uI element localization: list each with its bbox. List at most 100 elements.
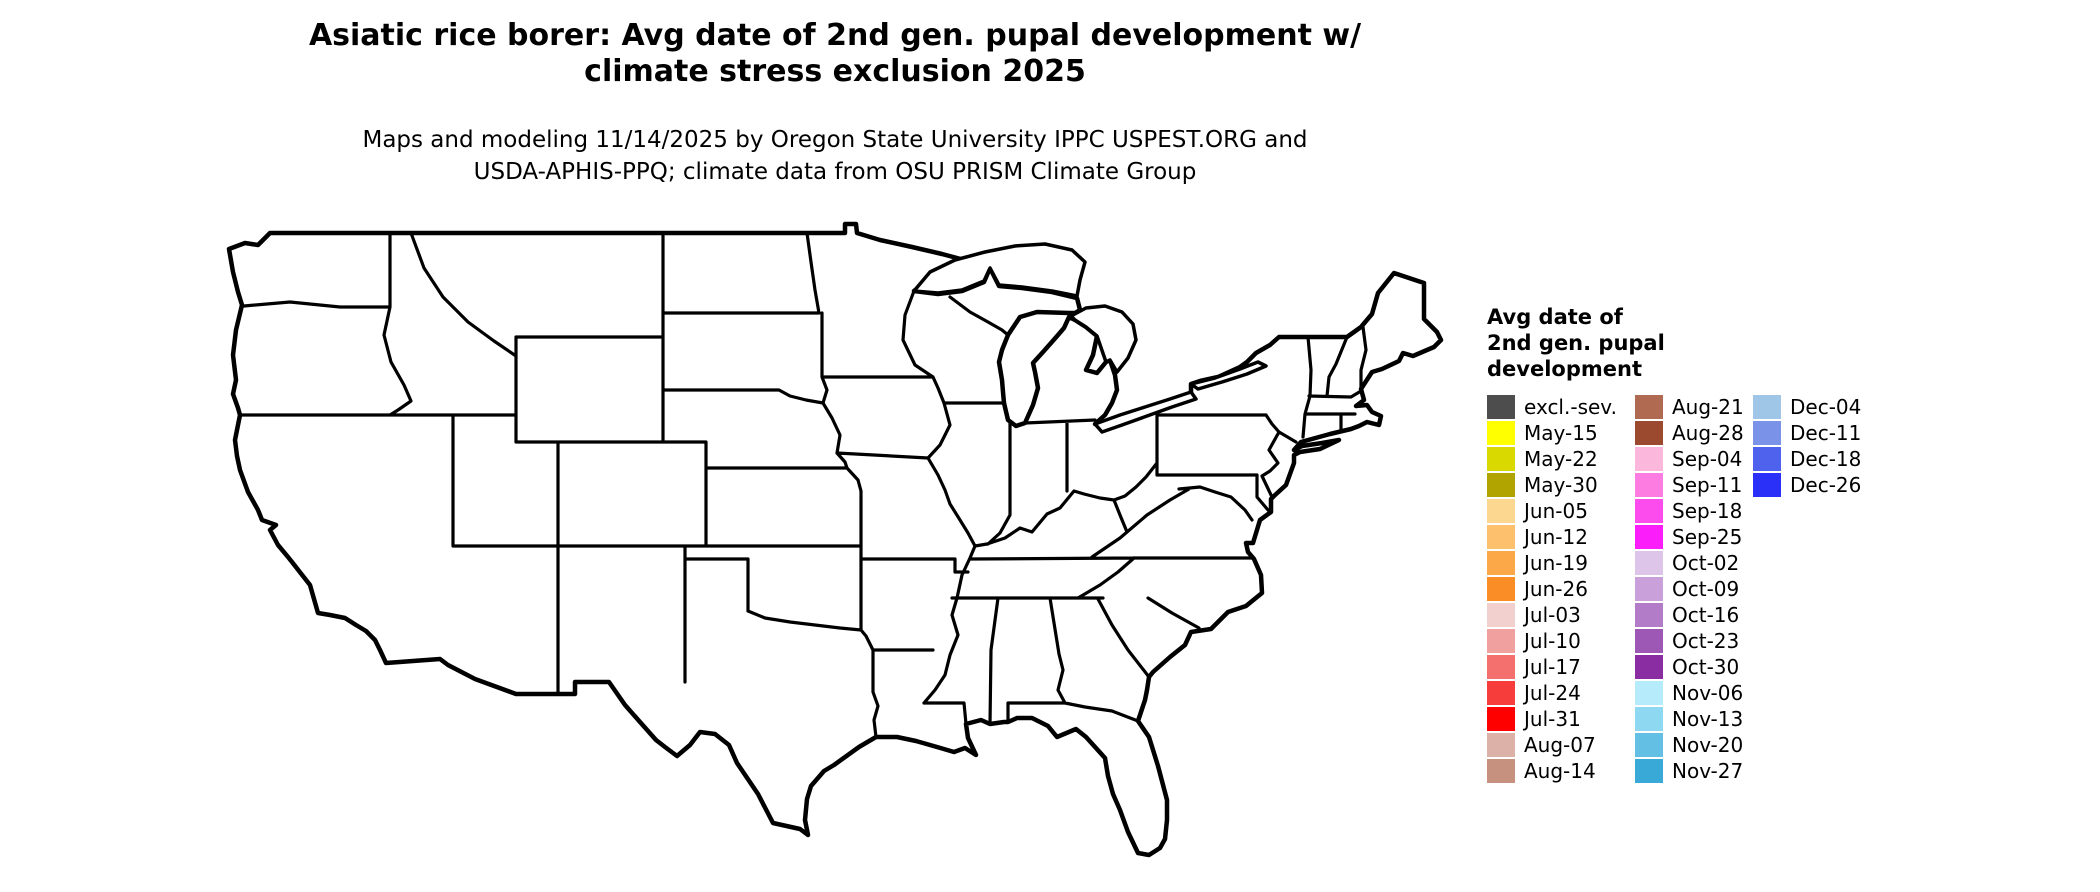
- legend-swatch-nov13: [1635, 707, 1663, 731]
- legend-title-line: development: [1487, 357, 1642, 381]
- legend-swatch-aug07: [1487, 733, 1515, 757]
- map-title: Asiatic rice borer: Avg date of 2nd gen.…: [235, 18, 1435, 90]
- legend-label-oct09: Oct-09: [1672, 577, 1740, 601]
- legend-swatch-oct30: [1635, 655, 1663, 679]
- legend-entry-jul31: Jul-31: [1487, 706, 1617, 732]
- legend-entry-oct09: Oct-09: [1635, 576, 1744, 602]
- legend-label-oct23: Oct-23: [1672, 629, 1740, 653]
- title-line-2: climate stress exclusion 2025: [584, 54, 1086, 89]
- legend-entry-may22: May-22: [1487, 446, 1617, 472]
- legend-title-line: 2nd gen. pupal: [1487, 331, 1665, 355]
- lake-huron: [1069, 304, 1138, 374]
- legend-entry-dec04: Dec-04: [1753, 394, 1861, 420]
- legend-swatch-aug14: [1487, 759, 1515, 783]
- legend-entry-nov20: Nov-20: [1635, 732, 1744, 758]
- legend-entry-dec11: Dec-11: [1753, 420, 1861, 446]
- great-lakes: [912, 242, 1268, 434]
- legend-entry-excl: excl.-sev.: [1487, 394, 1617, 420]
- legend-label-jun26: Jun-26: [1524, 577, 1588, 601]
- specks-yellow: [1118, 860, 1169, 877]
- legend-swatch-sep18: [1635, 499, 1663, 523]
- legend-swatch-sep25: [1635, 525, 1663, 549]
- legend-entry-dec26: Dec-26: [1753, 472, 1861, 498]
- legend-entry-sep25: Sep-25: [1635, 524, 1744, 550]
- legend-label-may22: May-22: [1524, 447, 1598, 471]
- legend-label-jul17: Jul-17: [1524, 655, 1581, 679]
- legend-swatch-sep04: [1635, 447, 1663, 471]
- legend-swatch-dec26: [1753, 473, 1781, 497]
- lake-ontario: [1189, 360, 1268, 391]
- legend-swatch-dec04: [1753, 395, 1781, 419]
- legend-swatch-nov27: [1635, 759, 1663, 783]
- legend-entry-aug21: Aug-21: [1635, 394, 1744, 420]
- legend-entry-oct16: Oct-16: [1635, 602, 1744, 628]
- legend-swatch-jul24: [1487, 681, 1515, 705]
- subtitle-line-2: USDA-APHIS-PPQ; climate data from OSU PR…: [473, 159, 1197, 185]
- legend-label-excl: excl.-sev.: [1524, 395, 1617, 419]
- legend-swatch-jul10: [1487, 629, 1515, 653]
- legend-swatch-dec11: [1753, 421, 1781, 445]
- legend-label-oct16: Oct-16: [1672, 603, 1740, 627]
- legend-column-2: Aug-21 Aug-28 Sep-04 Sep-11 Sep-18 Sep-25 Oct-…: [1635, 394, 1744, 784]
- legend-swatch-jul17: [1487, 655, 1515, 679]
- legend-entry-nov06: Nov-06: [1635, 680, 1744, 706]
- legend-title-line: Avg date of: [1487, 305, 1623, 329]
- legend-swatch-oct09: [1635, 577, 1663, 601]
- legend-entry-jul10: Jul-10: [1487, 628, 1617, 654]
- state-boundaries: [238, 231, 1368, 739]
- legend-entry-jun26: Jun-26: [1487, 576, 1617, 602]
- legend-label-aug21: Aug-21: [1672, 395, 1744, 419]
- legend-label-jul24: Jul-24: [1524, 681, 1581, 705]
- title-line-1: Asiatic rice borer: Avg date of 2nd gen.…: [308, 18, 1362, 53]
- legend: Avg date of 2nd gen. pupal development exc…: [1487, 304, 1907, 783]
- legend-swatch-sep11: [1635, 473, 1663, 497]
- legend-label-dec26: Dec-26: [1790, 473, 1862, 497]
- legend-label-sep04: Sep-04: [1672, 447, 1743, 471]
- legend-label-may15: May-15: [1524, 421, 1598, 445]
- legend-label-dec11: Dec-11: [1790, 421, 1862, 445]
- legend-swatch-excl: [1487, 395, 1515, 419]
- legend-swatch-jun19: [1487, 551, 1515, 575]
- legend-swatch-aug21: [1635, 395, 1663, 419]
- lake-superior: [912, 242, 1087, 298]
- legend-swatch-jun05: [1487, 499, 1515, 523]
- legend-label-oct02: Oct-02: [1672, 551, 1740, 575]
- legend-swatch-may22: [1487, 447, 1515, 471]
- subtitle-line-1: Maps and modeling 11/14/2025 by Oregon S…: [362, 127, 1308, 153]
- legend-swatch-jul03: [1487, 603, 1515, 627]
- legend-column-3: Dec-04 Dec-11 Dec-18 Dec-26: [1753, 394, 1861, 498]
- legend-swatch-nov06: [1635, 681, 1663, 705]
- legend-entry-nov13: Nov-13: [1635, 706, 1744, 732]
- legend-label-nov13: Nov-13: [1672, 707, 1744, 731]
- legend-label-jul10: Jul-10: [1524, 629, 1581, 653]
- legend-swatch-jul31: [1487, 707, 1515, 731]
- legend-entry-jun12: Jun-12: [1487, 524, 1617, 550]
- legend-entry-may15: May-15: [1487, 420, 1617, 446]
- legend-entry-jul24: Jul-24: [1487, 680, 1617, 706]
- legend-entry-jul17: Jul-17: [1487, 654, 1617, 680]
- legend-label-jul31: Jul-31: [1524, 707, 1581, 731]
- lake-erie: [1093, 390, 1198, 434]
- legend-entry-dec18: Dec-18: [1753, 446, 1861, 472]
- legend-entry-may30: May-30: [1487, 472, 1617, 498]
- legend-entry-sep04: Sep-04: [1635, 446, 1744, 472]
- legend-label-jun05: Jun-05: [1524, 499, 1588, 523]
- legend-label-jul03: Jul-03: [1524, 603, 1581, 627]
- legend-swatch-jun12: [1487, 525, 1515, 549]
- legend-entry-oct30: Oct-30: [1635, 654, 1744, 680]
- legend-title: Avg date of 2nd gen. pupal development: [1487, 304, 1907, 382]
- legend-entry-aug07: Aug-07: [1487, 732, 1617, 758]
- legend-swatch-oct16: [1635, 603, 1663, 627]
- legend-label-nov06: Nov-06: [1672, 681, 1744, 705]
- legend-swatch-may30: [1487, 473, 1515, 497]
- legend-entry-aug14: Aug-14: [1487, 758, 1617, 784]
- legend-label-aug07: Aug-07: [1524, 733, 1596, 757]
- legend-label-jun19: Jun-19: [1524, 551, 1588, 575]
- legend-label-sep11: Sep-11: [1672, 473, 1743, 497]
- map-subtitle: Maps and modeling 11/14/2025 by Oregon S…: [235, 124, 1435, 188]
- legend-entry-jun19: Jun-19: [1487, 550, 1617, 576]
- legend-swatch-jun26: [1487, 577, 1515, 601]
- legend-swatch-oct23: [1635, 629, 1663, 653]
